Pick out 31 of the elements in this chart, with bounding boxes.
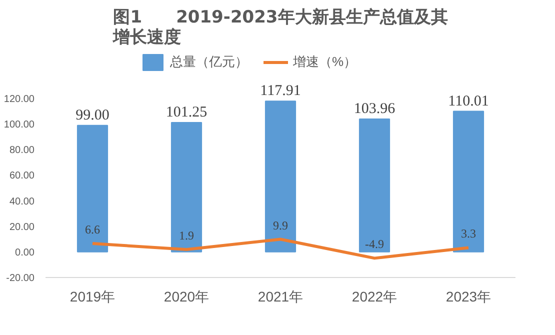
bar bbox=[264, 100, 296, 252]
data-label: 9.9 bbox=[273, 218, 288, 232]
data-label: 117.91 bbox=[260, 83, 301, 100]
y-tick-label: 0.00 bbox=[15, 247, 35, 258]
bar bbox=[76, 124, 108, 252]
bar bbox=[358, 118, 390, 252]
x-tick-label: 2019年 bbox=[70, 288, 116, 304]
y-tick-label: -20.00 bbox=[6, 273, 35, 284]
x-tick-label: 2021年 bbox=[258, 288, 304, 304]
data-label: 101.25 bbox=[166, 104, 208, 120]
y-tick-label: 120.00 bbox=[4, 94, 35, 105]
data-label: 103.96 bbox=[354, 101, 396, 118]
legend-label: 总量（亿元） bbox=[170, 53, 248, 71]
y-tick-label: 60.00 bbox=[9, 170, 35, 182]
x-tick-label: 2023年 bbox=[446, 288, 492, 304]
y-tick-label: 40.00 bbox=[9, 196, 35, 208]
data-label: 6.6 bbox=[85, 222, 100, 236]
chart-title: 图1 2019-2023年大新县生产总值及其增长速度 bbox=[112, 8, 448, 48]
y-tick-label: 100.00 bbox=[4, 120, 35, 131]
data-label: 3.3 bbox=[461, 226, 476, 241]
bar bbox=[170, 122, 202, 252]
data-label: 1.9 bbox=[179, 228, 194, 242]
bar bbox=[452, 110, 484, 252]
data-label: 99.00 bbox=[76, 107, 110, 124]
x-tick-label: 2022年 bbox=[352, 288, 398, 304]
data-label: -4.9 bbox=[365, 237, 384, 252]
y-tick-label: 80.00 bbox=[9, 145, 35, 156]
y-tick-label: 20.00 bbox=[9, 222, 35, 233]
legend-label: 增速（%） bbox=[293, 53, 357, 71]
x-tick-label: 2020年 bbox=[164, 288, 210, 304]
data-label: 110.01 bbox=[448, 93, 489, 110]
